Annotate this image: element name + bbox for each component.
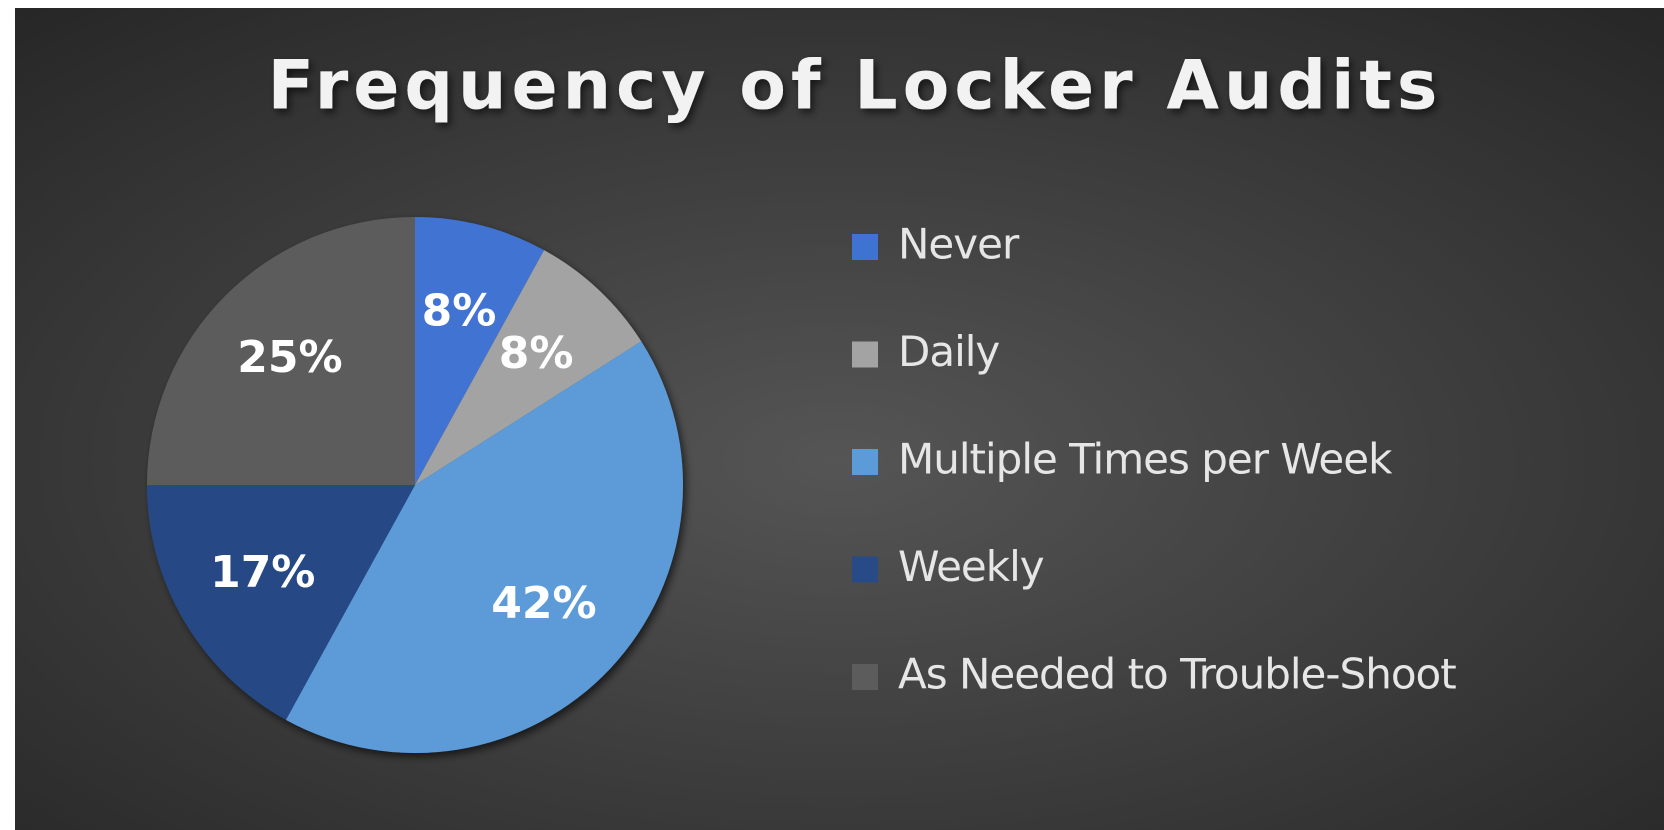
legend-label: As Needed to Trouble-Shoot [898, 650, 1456, 699]
legend-label: Never [898, 220, 1020, 269]
pie-slice [415, 250, 642, 485]
data-label: 8% [499, 328, 574, 379]
pie-slice [285, 341, 683, 753]
data-labels: 8%8% 42% 17% 25% [210, 286, 597, 629]
data-label: 17% [210, 547, 315, 598]
data-label: 25% [237, 332, 342, 383]
legend-swatch [852, 341, 878, 368]
legend-swatch [852, 234, 878, 260]
pie-slice [415, 217, 545, 485]
pie-slice [147, 485, 415, 720]
data-label: 8% [422, 286, 497, 337]
pie-slice [147, 217, 415, 485]
legend: Never Daily Multiple Times per Week Weekly A… [852, 220, 1457, 699]
data-label: 42% [491, 578, 596, 629]
legend-label: Weekly [898, 542, 1044, 591]
legend-swatch [852, 664, 878, 690]
legend-swatch [852, 449, 878, 475]
pie [147, 217, 683, 753]
legend-swatch [852, 556, 878, 583]
legend-label: Daily [898, 327, 999, 376]
chart-title: Frequency of Locker Audits [268, 47, 1443, 126]
legend-label: Multiple Times per Week [898, 435, 1393, 484]
